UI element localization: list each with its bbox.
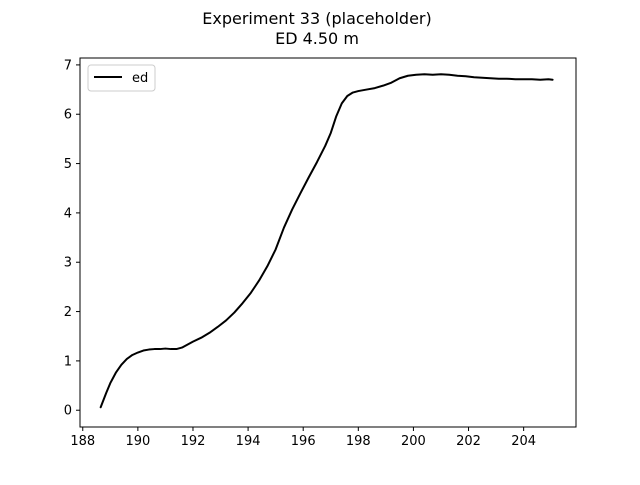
y-tick-label: 7 xyxy=(64,58,72,73)
x-tick-label: 190 xyxy=(125,434,150,449)
x-tick-label: 202 xyxy=(456,434,481,449)
y-tick-label: 1 xyxy=(64,354,72,369)
x-axis: 188 190 192 194 196 198 200 202 204 xyxy=(70,427,536,449)
x-tick-label: 192 xyxy=(181,434,206,449)
x-tick-label: 198 xyxy=(346,434,371,449)
y-tick-label: 3 xyxy=(64,256,72,271)
plot-series xyxy=(99,73,554,409)
y-tick-label: 4 xyxy=(64,206,72,221)
y-axis: 0 1 2 3 4 5 6 7 xyxy=(64,58,80,419)
legend: ed xyxy=(87,64,156,92)
legend-label-ed: ed xyxy=(132,71,148,86)
chart-title: Experiment 33 (placeholder) xyxy=(202,9,431,28)
x-tick-label: 204 xyxy=(511,434,536,449)
x-tick-label: 194 xyxy=(236,434,261,449)
x-tick-label: 200 xyxy=(401,434,426,449)
y-tick-label: 6 xyxy=(64,108,72,123)
y-tick-label: 2 xyxy=(64,305,72,320)
x-tick-label: 196 xyxy=(291,434,316,449)
y-tick-label: 0 xyxy=(64,404,72,419)
series-line-ed xyxy=(99,73,554,409)
x-tick-label: 188 xyxy=(70,434,95,449)
chart-subtitle: ED 4.50 m xyxy=(275,29,359,48)
y-tick-label: 5 xyxy=(64,157,72,172)
plot-frame xyxy=(79,57,577,428)
